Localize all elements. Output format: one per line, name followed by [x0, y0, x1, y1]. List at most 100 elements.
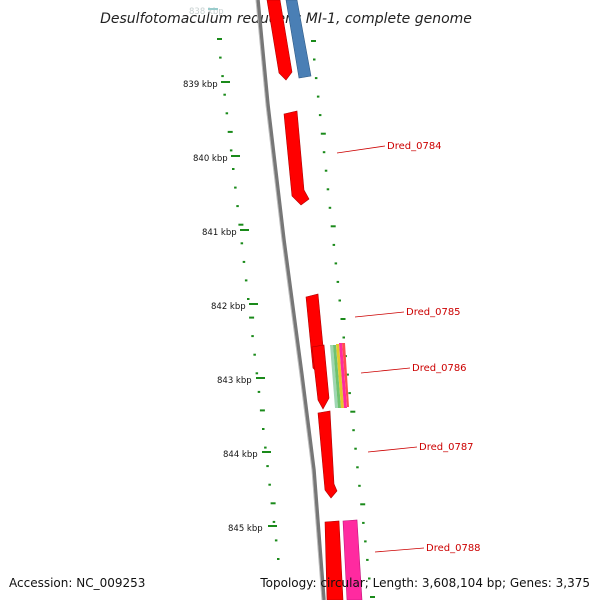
kbp-ruler: 838 kbp 839 kbp 840 kbp 841 kbp 842 kbp …	[183, 7, 277, 534]
gene-leader-line	[354, 311, 405, 318]
gc-tick	[270, 502, 276, 505]
gene-arrow[interactable]	[317, 410, 338, 499]
gc-tick	[346, 373, 349, 376]
gene-leader-line	[367, 446, 418, 453]
gc-tick	[277, 558, 280, 560]
gene-label-dred-0784[interactable]: Dred_0784	[387, 141, 442, 152]
gc-tick	[336, 280, 340, 283]
gc-tick	[217, 38, 222, 40]
gc-tick	[326, 188, 330, 191]
gc-tick	[368, 577, 371, 580]
gc-tick	[221, 75, 224, 78]
kbp-tick	[208, 8, 218, 10]
gc-tick	[360, 503, 366, 506]
kbp-label: 838 kbp	[189, 7, 224, 17]
gc-tick	[370, 596, 375, 598]
gene-leader-line	[360, 367, 411, 374]
gc-tick	[274, 539, 278, 542]
kbp-tick	[256, 377, 265, 379]
gc-tick	[238, 223, 244, 226]
gene-leader-line	[374, 547, 425, 553]
gc-tick	[236, 205, 239, 208]
gc-tick	[264, 446, 267, 449]
gc-tick	[229, 149, 233, 152]
gc-tick	[240, 242, 244, 245]
gc-tick	[316, 95, 320, 98]
gc-tick	[358, 484, 361, 487]
gc-tick	[328, 206, 332, 209]
gene-track	[266, 0, 363, 600]
gc-tick	[227, 130, 233, 133]
gc-tick	[259, 409, 265, 412]
gc-tick	[313, 58, 316, 61]
gc-tick	[334, 262, 338, 265]
gene-leader-line	[336, 145, 386, 154]
kbp-tick	[231, 155, 240, 157]
kbp-tick	[221, 81, 230, 83]
gc-tick	[234, 186, 237, 189]
gc-tick	[257, 390, 261, 393]
gc-tick	[232, 168, 235, 170]
gc-tick	[366, 558, 369, 561]
gc-tick	[324, 169, 328, 172]
gc-tick	[268, 483, 271, 486]
gc-tick	[350, 410, 356, 413]
gene-arrow-blue[interactable]	[285, 0, 312, 79]
topology-text: Topology: circular; Length: 3,608,104 bp…	[259, 576, 590, 590]
kbp-tick	[268, 525, 277, 527]
gene-arrow[interactable]	[311, 344, 330, 410]
gc-tick	[253, 353, 256, 356]
gc-skew-track-inner	[217, 38, 280, 560]
kbp-tick	[249, 303, 258, 305]
gc-tick	[320, 132, 326, 135]
gc-tick	[219, 56, 222, 59]
kbp-label: 843 kbp	[217, 376, 252, 386]
gene-label-dred-0786[interactable]: Dred_0786	[412, 363, 467, 374]
genome-backbone	[256, 0, 326, 600]
gc-tick	[354, 447, 357, 450]
gene-arrow[interactable]	[266, 0, 293, 81]
kbp-label: 841 kbp	[202, 228, 237, 238]
gene-multicolor-stack[interactable]	[330, 343, 349, 408]
gc-tick	[225, 112, 229, 115]
gc-tick	[266, 465, 269, 468]
gc-tick	[340, 318, 346, 320]
gc-tick	[338, 299, 341, 302]
kbp-label: 844 kbp	[223, 450, 258, 460]
gc-tick	[322, 151, 326, 154]
gc-tick	[348, 392, 351, 395]
gc-tick	[318, 114, 322, 117]
kbp-label: 845 kbp	[228, 524, 263, 534]
gc-tick	[311, 40, 316, 42]
kbp-tick	[262, 451, 271, 453]
gc-tick	[249, 316, 255, 319]
map-title: Desulfotomaculum reducens MI-1, complete…	[100, 11, 472, 27]
gene-label-dred-0788[interactable]: Dred_0788	[426, 543, 481, 554]
gene-arrow[interactable]	[324, 520, 344, 600]
gc-tick	[262, 428, 265, 430]
gc-tick	[247, 298, 250, 300]
gc-tick	[242, 260, 246, 263]
gene-label-dred-0785[interactable]: Dred_0785	[406, 307, 461, 318]
gc-tick	[251, 335, 254, 338]
gc-tick	[364, 540, 367, 543]
kbp-label: 840 kbp	[193, 154, 228, 164]
gene-label-dred-0787[interactable]: Dred_0787	[419, 442, 474, 453]
gc-tick	[330, 225, 336, 228]
gc-tick	[332, 243, 336, 246]
gc-tick	[223, 93, 226, 96]
kbp-label: 839 kbp	[183, 80, 218, 90]
genome-backbone-highlight	[255, 0, 323, 600]
gene-arrow-magenta[interactable]	[342, 519, 363, 600]
gc-tick	[356, 466, 359, 469]
gene-arrow[interactable]	[283, 110, 310, 206]
gc-tick	[352, 429, 355, 432]
gc-tick	[272, 520, 276, 523]
gc-tick	[244, 279, 248, 282]
gc-tick	[314, 77, 318, 80]
gc-tick	[362, 521, 365, 524]
kbp-tick	[240, 229, 249, 231]
accession-text: Accession: NC_009253	[9, 576, 145, 590]
gene-labels: Dred_0784 Dred_0785 Dred_0786 Dred_0787 …	[336, 141, 481, 554]
